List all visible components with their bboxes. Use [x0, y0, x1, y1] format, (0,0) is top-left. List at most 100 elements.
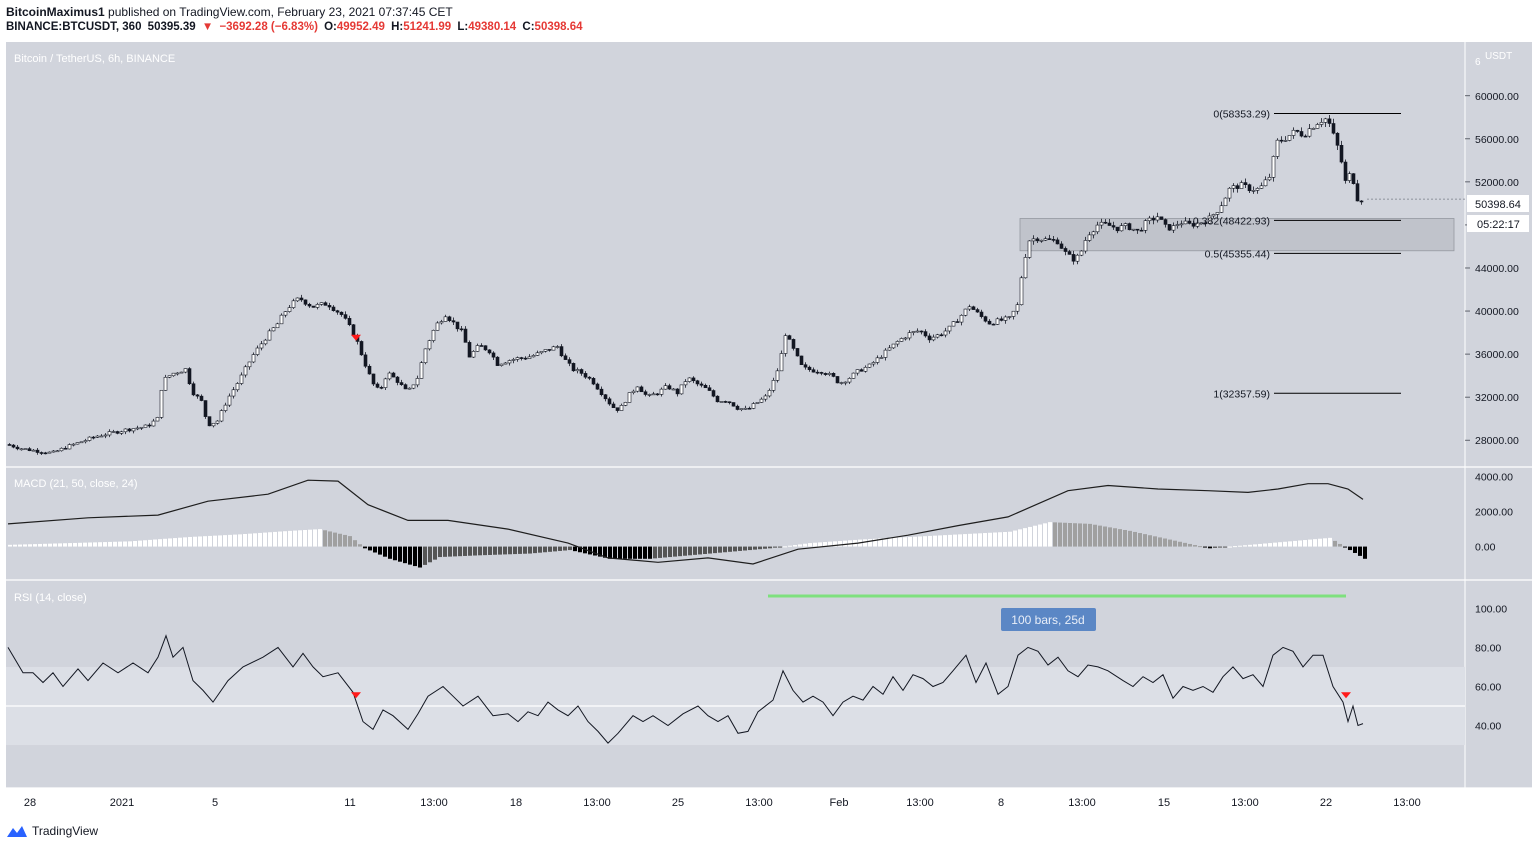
candle-body — [1163, 219, 1168, 225]
candle — [1191, 221, 1196, 229]
candle-body — [1195, 222, 1200, 227]
candle — [1119, 223, 1124, 232]
footer-brand[interactable]: TradingView — [32, 824, 99, 838]
macd-histogram-bar — [53, 543, 57, 547]
price-badge: 50398.64 05:22:17 — [1467, 195, 1529, 232]
candle — [1079, 250, 1084, 257]
candle — [1311, 127, 1316, 130]
candle — [1303, 134, 1308, 138]
candle — [1039, 239, 1044, 243]
candle — [1051, 236, 1056, 243]
candle — [539, 350, 544, 355]
candle-body — [1267, 177, 1272, 181]
macd-histogram-bar — [98, 542, 102, 547]
fib-level-label: 1(32357.59) — [1213, 388, 1270, 400]
candle-body — [815, 371, 820, 374]
candle-body — [1331, 123, 1336, 134]
last-price-label: 50398.64 — [1475, 199, 1521, 211]
candle-body — [839, 382, 844, 384]
macd-histogram-bar — [358, 544, 362, 547]
candle — [1071, 250, 1076, 265]
author-name[interactable]: BitcoinMaximus1 — [6, 5, 105, 19]
time-tick-label: 13:00 — [1231, 797, 1259, 809]
candle-body — [515, 357, 520, 360]
candle — [987, 319, 992, 325]
macd-histogram-bar — [268, 532, 272, 547]
macd-histogram-bar — [818, 542, 822, 547]
candle-body — [1103, 221, 1108, 224]
macd-histogram-bar — [1303, 540, 1307, 547]
support-zone — [1019, 218, 1455, 252]
candle — [1063, 246, 1068, 256]
macd-histogram-bar — [13, 544, 17, 547]
candle — [299, 294, 304, 302]
macd-histogram-bar — [1158, 537, 1162, 547]
macd-histogram-bar — [413, 546, 417, 567]
candle-body — [83, 440, 88, 443]
candle — [311, 305, 316, 308]
candle-body — [1079, 250, 1084, 256]
candle — [1291, 127, 1296, 139]
candle — [1219, 201, 1224, 214]
candle-body — [419, 362, 424, 379]
candle — [507, 359, 512, 366]
time-tick-label: 13:00 — [906, 797, 934, 809]
candle-body — [175, 372, 180, 375]
candle-body — [659, 388, 664, 395]
price-tick-label: 32000.00 — [1475, 392, 1519, 404]
macd-histogram-bar — [1178, 541, 1182, 547]
candle — [499, 363, 504, 367]
candle — [1279, 136, 1284, 144]
macd-histogram-bar — [468, 546, 472, 556]
candle — [935, 333, 940, 339]
candle — [1299, 127, 1304, 138]
candle — [791, 338, 796, 351]
macd-histogram-bar — [603, 546, 607, 558]
candle — [683, 379, 688, 388]
candle — [415, 375, 420, 388]
candle-body — [411, 384, 416, 389]
candle-body — [867, 363, 872, 368]
macd-histogram-bar — [1218, 546, 1222, 548]
candle-body — [1043, 238, 1048, 241]
candle-body — [923, 331, 928, 337]
macd-histogram-bar — [403, 546, 407, 564]
candle-body — [303, 299, 308, 305]
candle — [927, 333, 932, 343]
candle-body — [1287, 135, 1292, 141]
macd-histogram-bar — [313, 529, 317, 547]
candle-body — [1143, 220, 1148, 231]
macd-histogram-bar — [873, 538, 877, 547]
candle — [219, 409, 224, 423]
candle-body — [35, 449, 40, 453]
macd-histogram-bar — [908, 536, 912, 547]
candle-body — [551, 346, 556, 351]
macd-histogram-bar — [883, 538, 887, 547]
candle-body — [463, 328, 468, 343]
candle-body — [891, 343, 896, 349]
price-chart[interactable]: 0(58353.29) 0.382(48422.93) 0.5(45355.44) 1… — [0, 40, 1536, 815]
macd-pane — [7, 479, 1367, 568]
candle-body — [391, 372, 396, 378]
candle — [615, 407, 620, 413]
candle-body — [383, 378, 388, 388]
candle-body — [775, 370, 780, 381]
macd-histogram-bar — [1098, 525, 1102, 547]
candle — [191, 381, 196, 397]
candle-body — [139, 426, 144, 429]
candle — [599, 386, 604, 397]
macd-histogram-bar — [718, 546, 722, 553]
candle — [303, 299, 308, 306]
macd-histogram-bar — [1138, 533, 1142, 547]
candle — [63, 446, 68, 450]
candle-body — [315, 304, 320, 308]
macd-histogram-bar — [1118, 529, 1122, 547]
candle-body — [619, 405, 624, 411]
macd-histogram-bar — [953, 534, 957, 547]
macd-histogram-bar — [1348, 546, 1352, 551]
candle-body — [735, 405, 740, 410]
candle-body — [1059, 243, 1064, 249]
candle — [323, 301, 328, 306]
macd-histogram-bar — [1143, 534, 1147, 547]
price-axis[interactable] — [1465, 42, 1532, 788]
